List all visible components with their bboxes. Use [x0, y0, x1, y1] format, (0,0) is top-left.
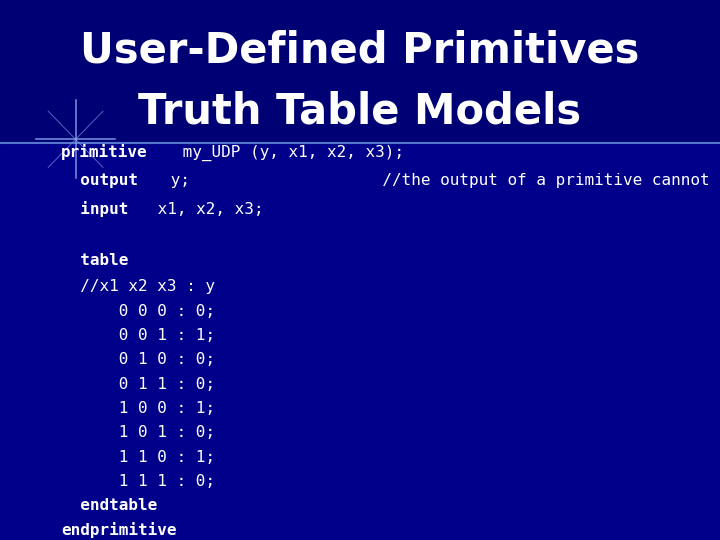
Text: 1 0 0 : 1;: 1 0 0 : 1; [61, 401, 215, 416]
Text: 0 0 1 : 1;: 0 0 1 : 1; [61, 328, 215, 343]
Text: output: output [61, 173, 138, 188]
Text: //x1 x2 x3 : y: //x1 x2 x3 : y [61, 279, 215, 294]
Text: endprimitive: endprimitive [61, 522, 176, 538]
Text: 0 1 1 : 0;: 0 1 1 : 0; [61, 377, 215, 392]
Bar [0, 0, 720, 143]
Text: 0 1 0 : 0;: 0 1 0 : 0; [61, 353, 215, 368]
Text: User-Defined Primitives: User-Defined Primitives [81, 29, 639, 71]
Text: Truth Table Models: Truth Table Models [138, 91, 582, 133]
Text: primitive: primitive [61, 144, 148, 160]
Text: 1 0 1 : 0;: 1 0 1 : 0; [61, 426, 215, 441]
Text: my_UDP (y, x1, x2, x3);: my_UDP (y, x1, x2, x3); [173, 145, 404, 161]
Text: 1 1 1 : 0;: 1 1 1 : 0; [61, 474, 215, 489]
Text: input: input [61, 201, 129, 217]
Text: 1 1 0 : 1;: 1 1 0 : 1; [61, 450, 215, 465]
Text: table: table [61, 253, 129, 268]
Text: y;                    //the output of a primitive cannot be a vector!!: y; //the output of a primitive cannot be… [161, 173, 720, 188]
Text: x1, x2, x3;: x1, x2, x3; [148, 202, 264, 217]
Text: endtable: endtable [61, 498, 158, 514]
Text: 0 0 0 : 0;: 0 0 0 : 0; [61, 304, 215, 319]
